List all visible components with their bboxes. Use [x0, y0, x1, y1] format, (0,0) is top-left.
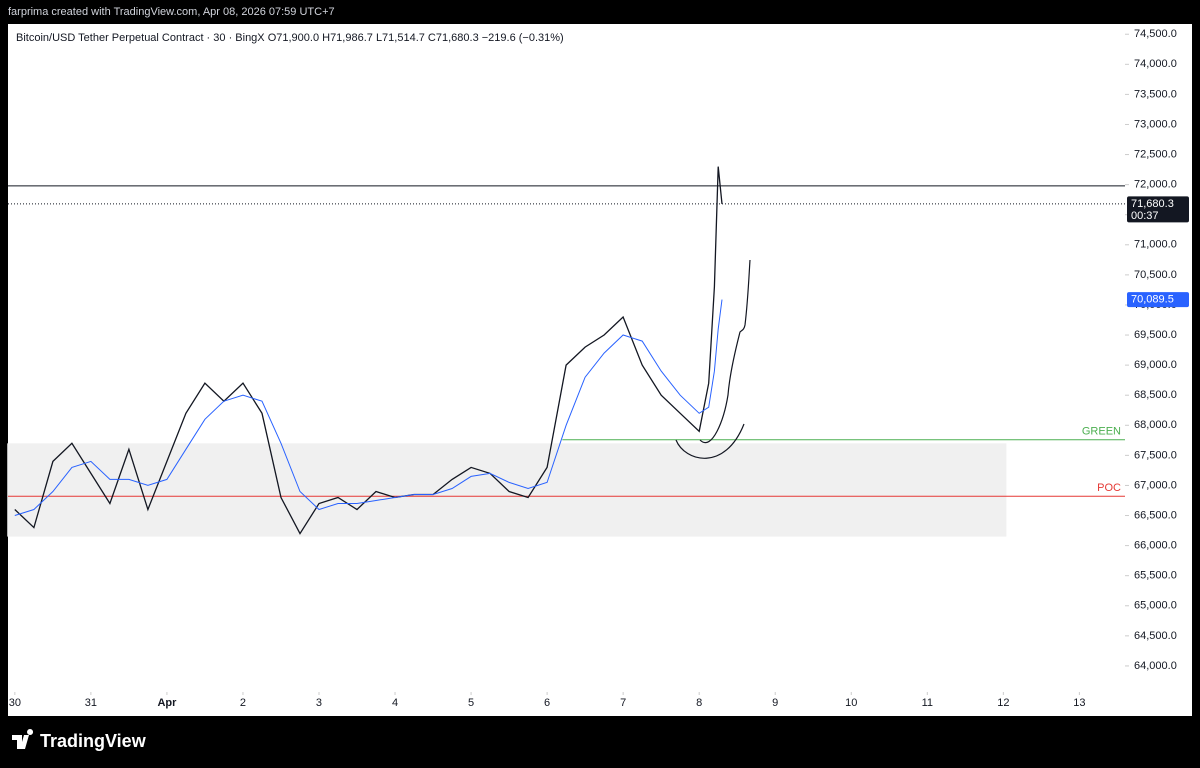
price-label-box	[1127, 196, 1189, 223]
x-tick-label: 13	[1073, 697, 1085, 709]
y-tick-label: 64,500.0	[1134, 630, 1177, 642]
x-tick-label: 4	[392, 697, 398, 709]
x-tick-label: 12	[997, 697, 1009, 709]
brand: TradingView	[40, 731, 147, 751]
x-tick-label: 30	[9, 697, 21, 709]
x-tick-label: 11	[922, 697, 933, 709]
y-tick-label: 66,000.0	[1134, 540, 1177, 552]
y-tick-label: 66,500.0	[1134, 509, 1177, 521]
logo-icon	[12, 729, 34, 749]
y-tick-label: 65,000.0	[1134, 600, 1177, 612]
y-tick-label: 65,500.0	[1134, 570, 1177, 582]
y-tick-label: 70,500.0	[1134, 269, 1177, 281]
level-label: GREEN	[1082, 426, 1121, 438]
y-tick-label: 67,000.0	[1134, 479, 1177, 491]
level-label: POC	[1097, 482, 1121, 494]
x-tick-label: 9	[772, 697, 778, 709]
drawn-projection	[699, 259, 751, 444]
y-tick-label: 73,000.0	[1134, 118, 1177, 130]
price-label: 71,680.3	[1131, 198, 1174, 210]
x-tick-label: Apr	[157, 697, 177, 709]
y-tick-label: 73,500.0	[1134, 88, 1177, 100]
y-tick-label: 64,000.0	[1134, 660, 1177, 672]
x-tick-label: 5	[468, 697, 474, 709]
y-tick-label: 68,000.0	[1134, 419, 1177, 431]
x-tick-label: 31	[85, 697, 97, 709]
price-label: 70,089.5	[1131, 293, 1174, 305]
credit: farprima created with TradingView.com, A…	[8, 6, 335, 18]
series-line	[14, 299, 723, 516]
y-tick-label: 67,500.0	[1134, 449, 1177, 461]
x-tick-label: 3	[316, 697, 322, 709]
y-tick-label: 71,000.0	[1134, 239, 1177, 251]
x-tick-label: 6	[544, 697, 550, 709]
price-label-box	[1127, 292, 1189, 308]
x-tick-label: 7	[620, 697, 626, 709]
y-tick-label: 74,000.0	[1134, 58, 1177, 70]
x-tick-label: 8	[696, 697, 702, 709]
y-tick-label: 69,500.0	[1134, 329, 1177, 341]
y-tick-label: 74,500.0	[1134, 28, 1177, 40]
logo	[12, 729, 34, 749]
chart-title: Bitcoin/USD Tether Perpetual Contract · …	[16, 32, 564, 44]
y-tick-label: 72,500.0	[1134, 148, 1177, 160]
chart-area	[8, 24, 1192, 716]
drawn-curve	[675, 423, 745, 459]
countdown: 00:37	[1131, 210, 1159, 222]
y-tick-label: 68,500.0	[1134, 389, 1177, 401]
x-tick-label: 10	[845, 697, 857, 709]
plot: 64,000.0 64,500.0 65,000.0 65,500.0 66,000.0…	[7, 28, 1189, 709]
x-tick-label: 2	[240, 697, 246, 709]
y-tick-label: 69,000.0	[1134, 359, 1177, 371]
y-tick-label: 72,000.0	[1134, 179, 1177, 191]
